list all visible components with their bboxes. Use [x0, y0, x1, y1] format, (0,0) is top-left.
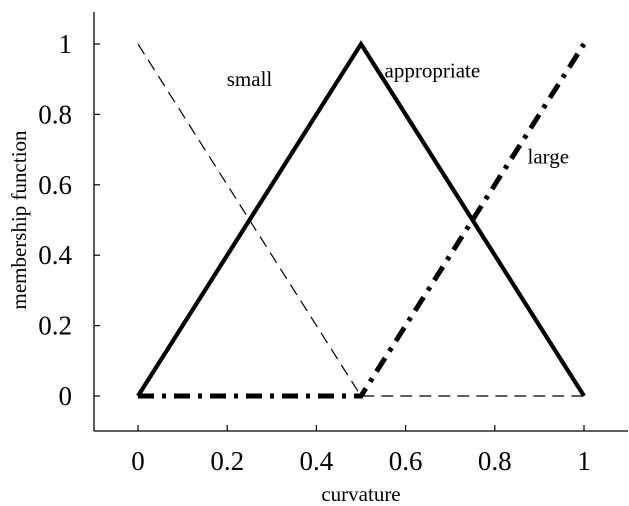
series-line-small — [137, 43, 584, 397]
series-line-large — [138, 42, 587, 399]
y-axis-title: membership function — [7, 130, 31, 310]
x-axis-title: curvature — [321, 482, 400, 506]
x-tick-label: 0.8 — [478, 446, 512, 476]
ticks: 0 0.2 0.4 0.6 0.8 1 0 0.2 0.4 0.6 0.8 1 — [38, 29, 591, 476]
series-label-large: large — [528, 145, 570, 169]
y-tick-label: 0.2 — [38, 311, 72, 341]
series-line-appropriate — [136, 40, 586, 398]
series-labels: small appropriate large — [227, 58, 569, 168]
x-tick-label: 0.6 — [389, 446, 423, 476]
y-tick-label: 0 — [59, 381, 73, 411]
series-layer — [136, 40, 587, 399]
y-tick-label: 0.8 — [38, 99, 72, 129]
x-tick-label: 0.4 — [300, 446, 334, 476]
series-label-appropriate: appropriate — [385, 58, 481, 82]
x-tick-label: 0 — [131, 446, 145, 476]
y-tick-label: 0.6 — [38, 170, 72, 200]
series-label-small: small — [227, 67, 273, 91]
y-tick-label: 1 — [59, 29, 73, 59]
x-tick-label: 0.2 — [210, 446, 244, 476]
axes — [93, 12, 628, 432]
y-tick-label: 0.4 — [38, 240, 72, 270]
x-tick-label: 1 — [577, 446, 591, 476]
